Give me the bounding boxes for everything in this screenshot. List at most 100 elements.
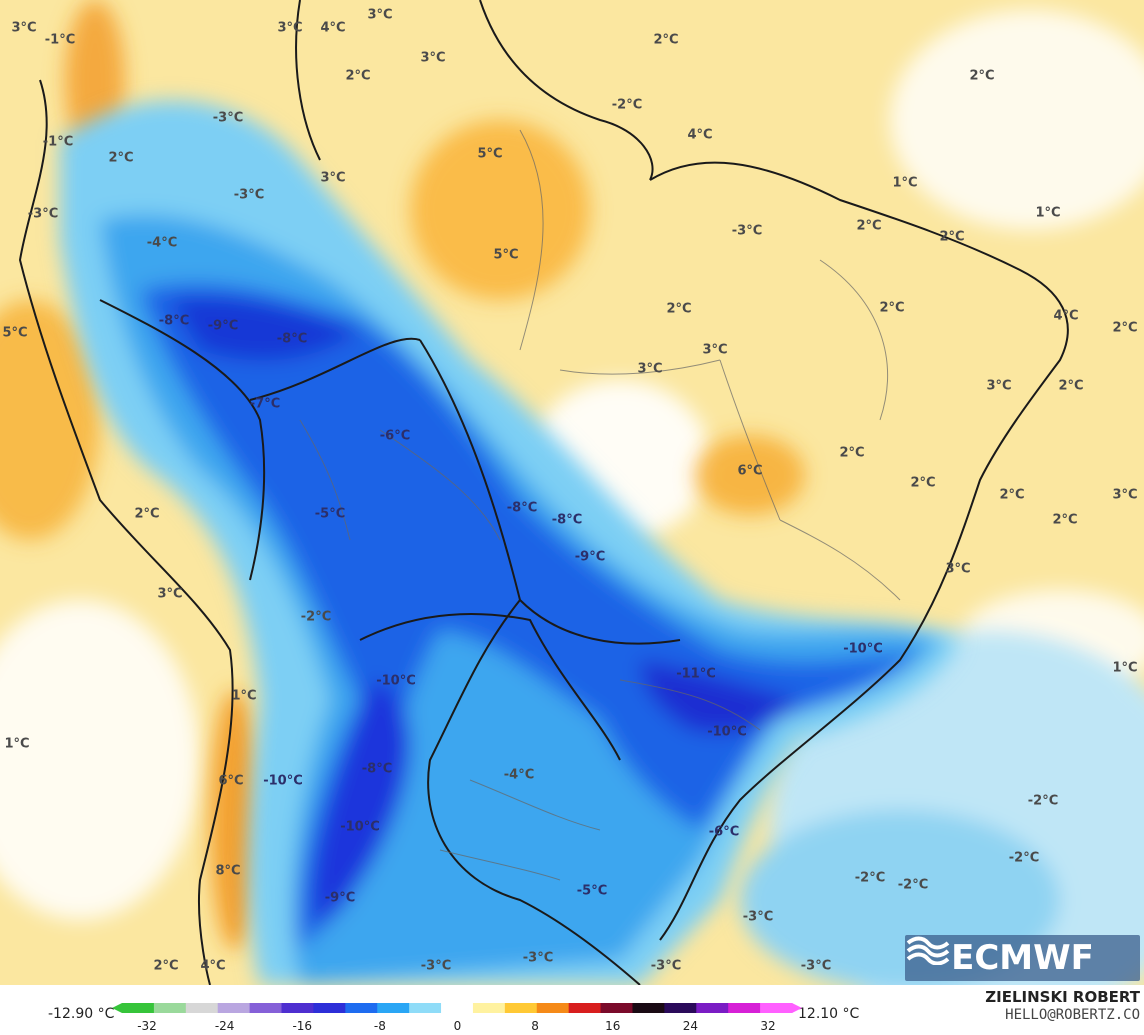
temperature-label: -3°C [731,223,763,239]
temperature-label: -10°C [263,773,303,789]
colorbar-segment [600,1003,633,1013]
temperature-label: 2°C [653,32,679,48]
temperature-label: -10°C [707,724,747,740]
temperature-label: -8°C [551,512,583,528]
temperature-label: 2°C [1112,320,1138,336]
temperature-label: -10°C [340,819,380,835]
colorbar-right-arrow [792,1003,802,1013]
temperature-label: -3°C [233,187,265,203]
temperature-label: -3°C [420,958,452,974]
colorbar-segment [536,1003,570,1013]
temperature-label: 2°C [108,150,134,166]
colorbar-tick-label: 0 [453,1019,462,1033]
temperature-label: -4°C [146,235,178,251]
temperature-label: 4°C [1053,308,1079,324]
colorbar-tick-label: 8 [531,1019,539,1033]
colorbar-tick-label: 32 [760,1019,776,1033]
temperature-map: 3°C -1°C 3°C 4°C 3°C 2°C 3°C 2°C -2°C 2°C -3°C -1°C… [0,0,1144,985]
temperature-label: 3°C [11,20,37,36]
temperature-label: -2°C [1027,793,1059,809]
colorbar-segment [281,1003,314,1013]
colorbar-segment [185,1003,219,1013]
colorbar-tick-label: -24 [214,1019,235,1033]
temperature-label: 2°C [969,68,995,84]
colorbar [112,1003,802,1013]
temperature-label: 3°C [420,50,446,66]
colorbar-segment [249,1003,283,1013]
ecmwf-logo-text: ECMWF [951,938,1094,978]
temperature-label: 1°C [4,736,30,752]
temperature-label: 4°C [687,127,713,143]
colorbar-min-label: -12.90 °C [48,1006,115,1022]
country-borders [18,0,1069,985]
temperature-label: 1°C [1112,660,1138,676]
colorbar-segment [760,1003,793,1013]
temperature-label: -8°C [276,331,308,347]
temperature-label: 2°C [939,229,965,245]
temperature-label: 1°C [1035,205,1061,221]
temperature-label: 8°C [215,863,241,879]
colorbar-segment [409,1003,442,1013]
temperature-label: -3°C [800,958,832,974]
colorbar-segment [728,1003,761,1013]
temperature-label: 2°C [1052,512,1078,528]
temperature-label: -10°C [843,641,883,657]
state-borders [299,129,901,881]
ecmwf-logo: ECMWF [905,935,1140,981]
temperature-label: 1°C [231,688,257,704]
temperature-label: -3°C [650,958,682,974]
temperature-label: -6°C [708,824,740,840]
temperature-label: 2°C [666,301,692,317]
colorbar-tick-label: 24 [682,1019,699,1033]
temperature-label: -3°C [522,950,554,966]
temperature-label: -8°C [506,500,538,516]
colorbar-max-label: 12.10 °C [798,1006,860,1022]
temperature-label: 6°C [218,773,244,789]
colorbar-segment [377,1003,410,1013]
temperature-label: 4°C [320,20,346,36]
colorbar-segment [345,1003,378,1013]
temperature-label: 3°C [367,7,393,23]
temperature-label: -6°C [379,428,411,444]
colorbar-segment [504,1003,538,1013]
temperature-label: 3°C [320,170,346,186]
temperature-label: 3°C [986,378,1012,394]
temperature-label: 2°C [1058,378,1084,394]
temperature-label: 5°C [493,247,519,263]
temperature-label: -2°C [854,870,886,886]
author-name: ZIELINSKI ROBERT [985,988,1140,1006]
temperature-label: 3°C [277,20,303,36]
colorbar-tick-label: 16 [605,1019,621,1033]
temperature-label: -2°C [300,609,332,625]
temperature-label: -9°C [574,549,606,565]
colorbar-segment [441,1003,474,1013]
temperature-label: -1°C [44,32,76,48]
temperature-label: 2°C [345,68,371,84]
map-shading [0,0,1144,985]
temperature-label: -3°C [742,909,774,925]
temperature-label: -2°C [611,97,643,113]
temperature-label: -1°C [42,134,74,150]
temperature-label: 2°C [999,487,1025,503]
temperature-label: 3°C [1112,487,1138,503]
temperature-label: 2°C [153,958,179,974]
colorbar-segment [568,1003,602,1013]
temperature-label: -10°C [376,673,416,689]
temperature-label: -8°C [158,313,190,329]
ecmwf-wave-icon [906,936,950,965]
temperature-label: -7°C [249,396,281,412]
colorbar-segment [664,1003,697,1013]
temperature-label: 5°C [2,325,28,341]
temperature-label: 1°C [892,175,918,191]
colorbar-segment [217,1003,251,1013]
temperature-label: -2°C [897,877,929,893]
temperature-label: 2°C [910,475,936,491]
temperature-label: 5°C [477,146,503,162]
colorbar-left-arrow [112,1003,122,1013]
colorbar-tick-label: -8 [373,1019,386,1033]
temperature-label: -9°C [324,890,356,906]
temperature-label: 3°C [637,361,663,377]
author-contact: HELLO@ROBERTZ.CO [1005,1007,1140,1023]
temperature-label: 3°C [945,561,971,577]
temperature-label: 2°C [839,445,865,461]
